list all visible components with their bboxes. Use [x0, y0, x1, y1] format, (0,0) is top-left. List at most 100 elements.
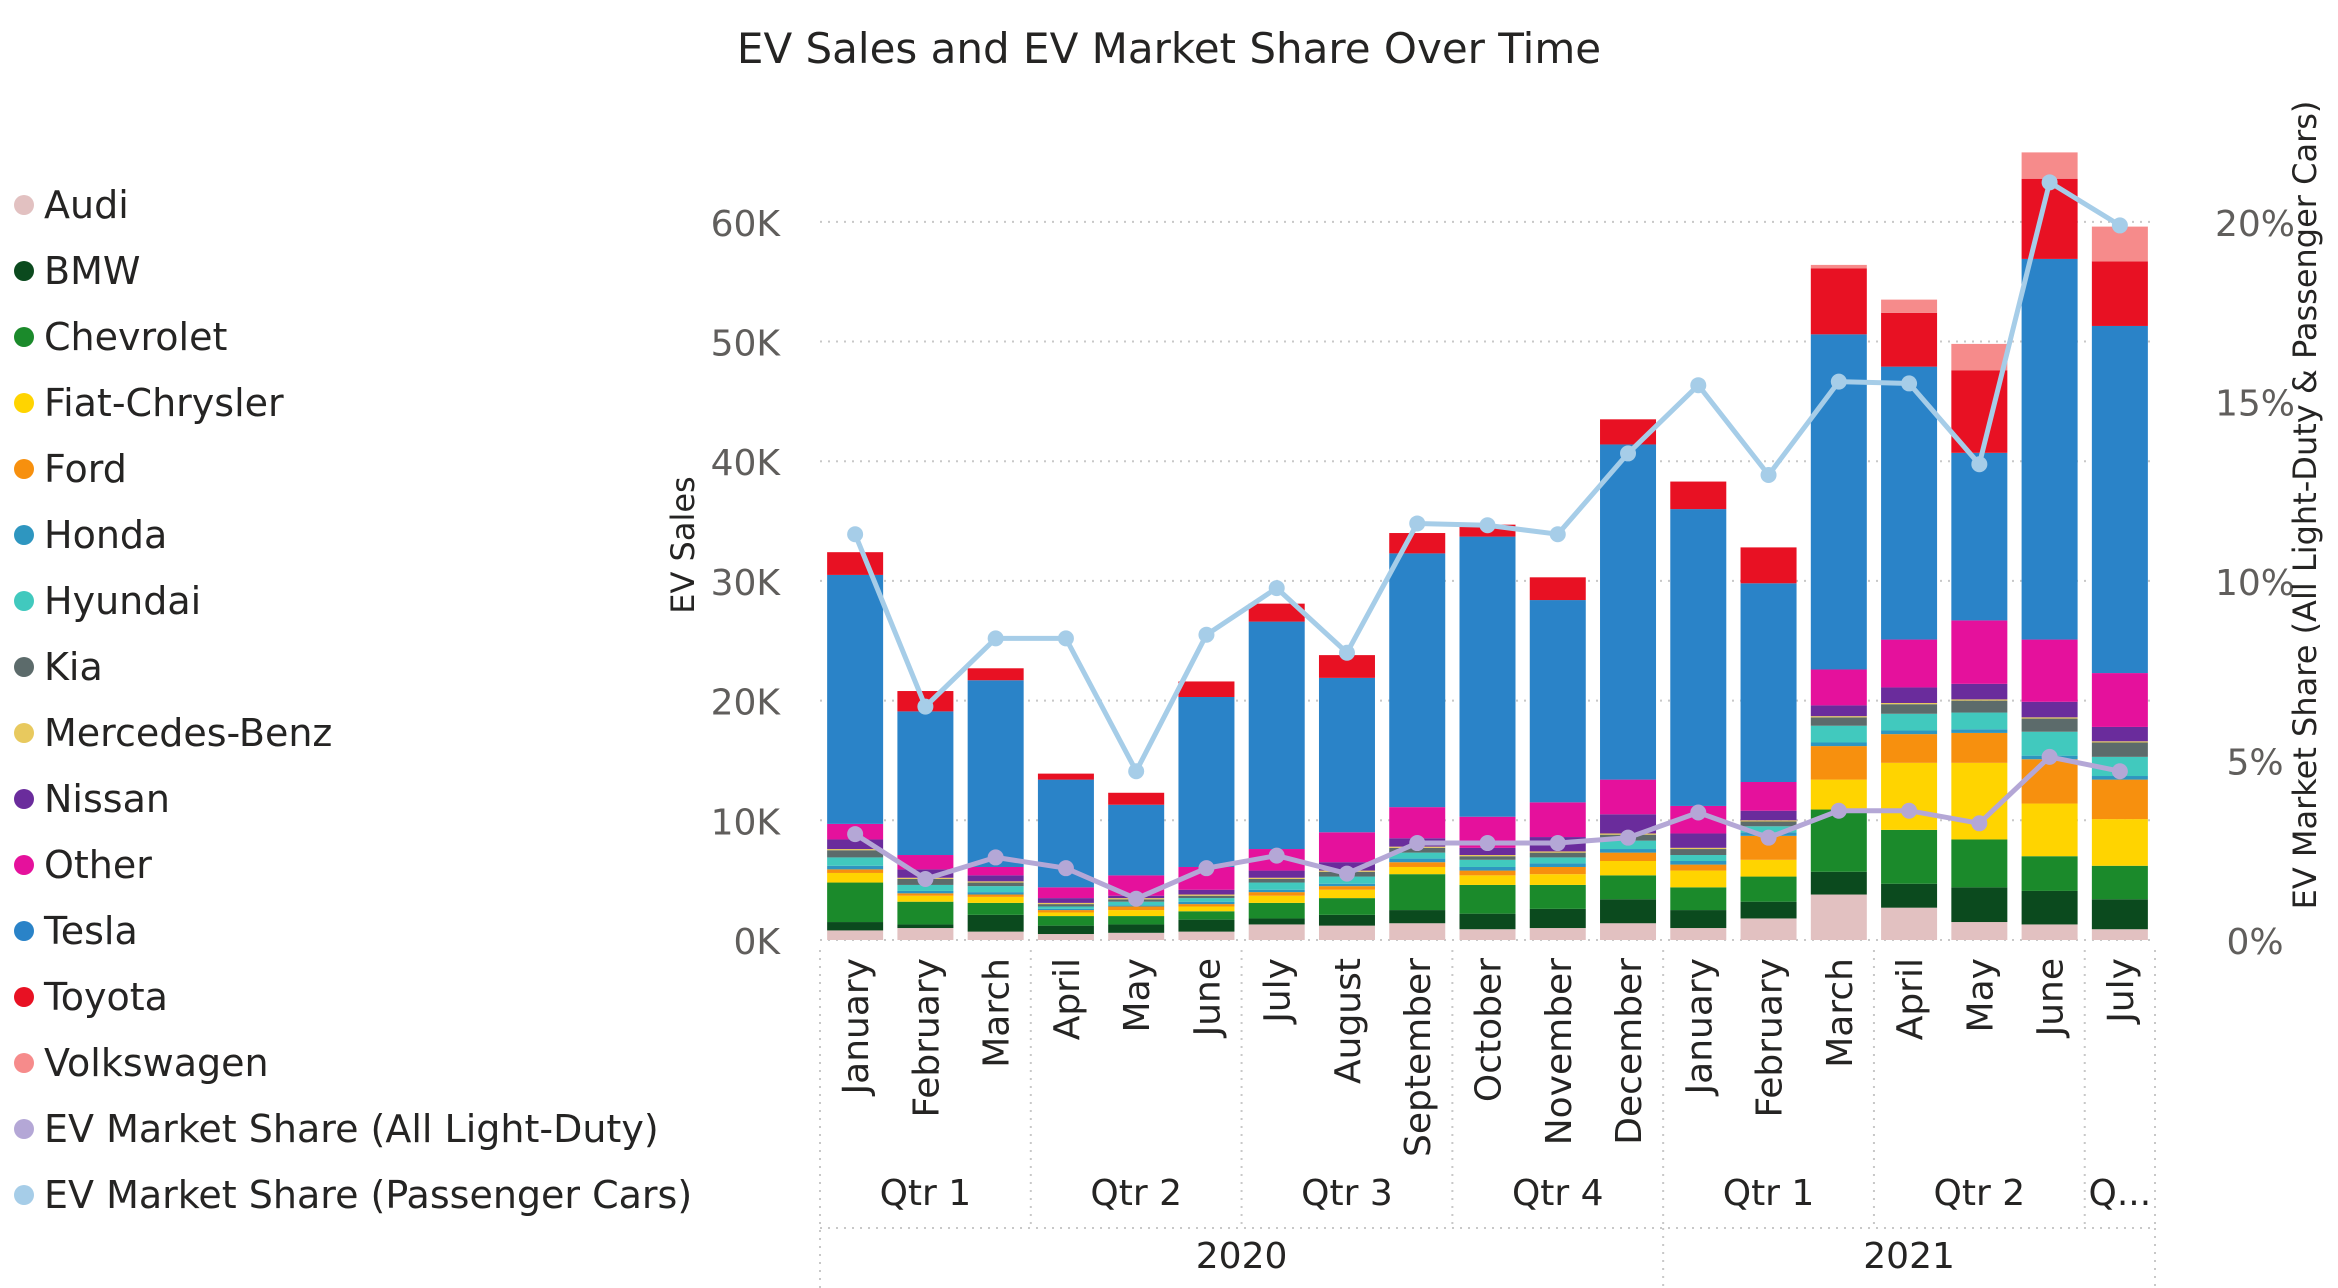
bar-honda[interactable] — [1810, 742, 1867, 747]
bar-fiat-chrysler[interactable] — [2021, 803, 2078, 857]
bar-chevrolet[interactable] — [1600, 875, 1657, 900]
bar-hyundai[interactable] — [967, 886, 1024, 893]
bar-nissan[interactable] — [1178, 889, 1235, 895]
bar-nissan[interactable] — [1810, 705, 1867, 717]
bar-mercedes-benz[interactable] — [1248, 877, 1305, 879]
bar-fiat-chrysler[interactable] — [897, 895, 954, 902]
bar-kia[interactable] — [1529, 852, 1586, 858]
bar-toyota[interactable] — [1108, 792, 1165, 805]
bar-fiat-chrysler[interactable] — [1108, 910, 1165, 917]
bar-audi[interactable] — [1459, 929, 1516, 940]
point-ev-market-share-passenger-cars[interactable] — [1479, 517, 1496, 534]
bar-honda[interactable] — [1248, 889, 1305, 893]
bar-fiat-chrysler[interactable] — [1178, 906, 1235, 912]
legend-item-nissan[interactable]: Nissan — [14, 766, 692, 832]
point-ev-market-share-all-light-duty[interactable] — [917, 870, 934, 887]
legend-item-audi[interactable]: Audi — [14, 172, 692, 238]
bar-fiat-chrysler[interactable] — [1389, 866, 1446, 875]
bar-hyundai[interactable] — [1529, 857, 1586, 864]
bar-honda[interactable] — [967, 892, 1024, 895]
bar-bmw[interactable] — [1459, 913, 1516, 930]
bar-fiat-chrysler[interactable] — [1318, 889, 1375, 899]
bar-audi[interactable] — [1600, 923, 1657, 940]
bar-audi[interactable] — [1810, 894, 1867, 940]
bar-tesla[interactable] — [1389, 553, 1446, 808]
bar-mercedes-benz[interactable] — [827, 849, 884, 851]
point-ev-market-share-all-light-duty[interactable] — [1620, 829, 1637, 846]
bar-audi[interactable] — [1037, 934, 1094, 940]
bar-toyota[interactable] — [1810, 268, 1867, 335]
bar-chevrolet[interactable] — [967, 902, 1024, 915]
point-ev-market-share-all-light-duty[interactable] — [1198, 860, 1215, 877]
point-ev-market-share-passenger-cars[interactable] — [1549, 526, 1566, 543]
bar-tesla[interactable] — [1108, 804, 1165, 876]
bar-chevrolet[interactable] — [1108, 916, 1165, 925]
bar-honda[interactable] — [1318, 883, 1375, 887]
legend-item-honda[interactable]: Honda — [14, 502, 692, 568]
point-ev-market-share-all-light-duty[interactable] — [1690, 804, 1707, 821]
bar-mercedes-benz[interactable] — [1037, 902, 1094, 905]
bar-kia[interactable] — [1459, 856, 1516, 860]
legend-item-bmw[interactable]: BMW — [14, 238, 692, 304]
legend-item-toyota[interactable]: Toyota — [14, 964, 692, 1030]
bar-ford[interactable] — [1600, 852, 1657, 861]
bar-other[interactable] — [1881, 639, 1938, 688]
point-ev-market-share-all-light-duty[interactable] — [847, 826, 864, 843]
bar-nissan[interactable] — [1740, 810, 1797, 821]
point-ev-market-share-all-light-duty[interactable] — [1057, 860, 1074, 877]
bar-ford[interactable] — [1670, 864, 1727, 871]
bar-tesla[interactable] — [2091, 325, 2148, 674]
bar-mercedes-benz[interactable] — [1529, 851, 1586, 853]
bar-kia[interactable] — [1178, 895, 1235, 899]
bar-bmw[interactable] — [1108, 924, 1165, 933]
bar-ford[interactable] — [1951, 732, 2008, 763]
bar-nissan[interactable] — [1951, 683, 2008, 700]
bar-audi[interactable] — [1248, 924, 1305, 940]
bar-ford[interactable] — [1108, 906, 1165, 911]
bar-nissan[interactable] — [827, 839, 884, 850]
bar-tesla[interactable] — [967, 680, 1024, 867]
bar-audi[interactable] — [897, 928, 954, 940]
bar-audi[interactable] — [1951, 922, 2008, 940]
bar-tesla[interactable] — [1881, 366, 1938, 640]
bar-audi[interactable] — [1318, 925, 1375, 940]
bar-other[interactable] — [1529, 802, 1586, 838]
bar-honda[interactable] — [1037, 908, 1094, 911]
bar-other[interactable] — [1600, 779, 1657, 815]
bar-bmw[interactable] — [1037, 925, 1094, 935]
bar-fiat-chrysler[interactable] — [2091, 819, 2148, 866]
bar-bmw[interactable] — [1881, 883, 1938, 908]
bar-nissan[interactable] — [2021, 701, 2078, 718]
bar-honda[interactable] — [1178, 901, 1235, 905]
bar-tesla[interactable] — [1951, 452, 2008, 621]
legend-item-hyundai[interactable]: Hyundai — [14, 568, 692, 634]
bar-ford[interactable] — [827, 869, 884, 873]
bar-audi[interactable] — [2091, 929, 2148, 940]
legend-item-kia[interactable]: Kia — [14, 634, 692, 700]
bar-chevrolet[interactable] — [1178, 911, 1235, 920]
bar-toyota[interactable] — [1248, 603, 1305, 622]
bar-fiat-chrysler[interactable] — [827, 872, 884, 883]
bar-hyundai[interactable] — [1459, 859, 1516, 867]
bar-nissan[interactable] — [967, 875, 1024, 882]
bar-tesla[interactable] — [827, 574, 884, 824]
bar-bmw[interactable] — [2021, 890, 2078, 925]
bar-bmw[interactable] — [897, 924, 954, 929]
bar-chevrolet[interactable] — [1951, 839, 2008, 888]
point-ev-market-share-passenger-cars[interactable] — [1760, 466, 1777, 483]
point-ev-market-share-passenger-cars[interactable] — [847, 526, 864, 543]
bar-bmw[interactable] — [1600, 899, 1657, 924]
bar-toyota[interactable] — [1318, 655, 1375, 678]
bar-kia[interactable] — [1740, 821, 1797, 827]
bar-chevrolet[interactable] — [1881, 829, 1938, 884]
bar-audi[interactable] — [1389, 923, 1446, 940]
bar-audi[interactable] — [2021, 924, 2078, 940]
bar-tesla[interactable] — [2021, 258, 2078, 640]
bar-hyundai[interactable] — [1740, 826, 1797, 833]
bar-bmw[interactable] — [827, 922, 884, 931]
bar-audi[interactable] — [1881, 907, 1938, 940]
bar-tesla[interactable] — [1529, 600, 1586, 803]
bar-ford[interactable] — [1389, 862, 1446, 867]
bar-kia[interactable] — [1037, 904, 1094, 907]
bar-hyundai[interactable] — [1389, 852, 1446, 859]
